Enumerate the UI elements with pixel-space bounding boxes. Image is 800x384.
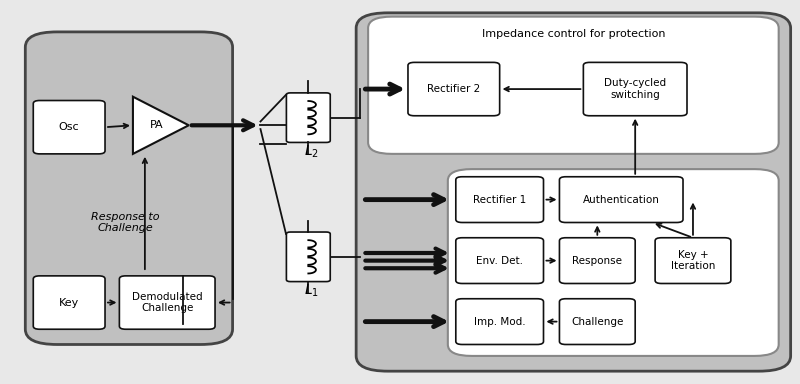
Text: Response to
Challenge: Response to Challenge xyxy=(90,212,159,233)
Text: Challenge: Challenge xyxy=(571,317,623,327)
FancyBboxPatch shape xyxy=(583,62,687,116)
FancyBboxPatch shape xyxy=(34,276,105,329)
FancyBboxPatch shape xyxy=(26,32,233,344)
Text: Osc: Osc xyxy=(59,122,79,132)
Polygon shape xyxy=(133,97,189,154)
Text: Duty-cycled
switching: Duty-cycled switching xyxy=(604,78,666,100)
FancyBboxPatch shape xyxy=(655,238,731,283)
FancyBboxPatch shape xyxy=(456,177,543,222)
Text: $L_1$: $L_1$ xyxy=(304,283,319,300)
FancyBboxPatch shape xyxy=(456,238,543,283)
Text: Rectifier 2: Rectifier 2 xyxy=(427,84,481,94)
Text: Authentication: Authentication xyxy=(582,195,660,205)
FancyBboxPatch shape xyxy=(408,62,500,116)
Text: Rectifier 1: Rectifier 1 xyxy=(473,195,526,205)
Text: Env. Det.: Env. Det. xyxy=(476,256,523,266)
FancyBboxPatch shape xyxy=(448,169,778,356)
FancyBboxPatch shape xyxy=(559,177,683,222)
FancyBboxPatch shape xyxy=(286,232,330,281)
FancyBboxPatch shape xyxy=(119,276,215,329)
Text: Key: Key xyxy=(59,298,79,308)
Text: PA: PA xyxy=(150,120,164,130)
FancyBboxPatch shape xyxy=(356,13,790,371)
FancyBboxPatch shape xyxy=(286,93,330,142)
Text: Demodulated
Challenge: Demodulated Challenge xyxy=(132,292,202,313)
FancyBboxPatch shape xyxy=(368,17,778,154)
Text: Response: Response xyxy=(572,256,622,266)
FancyBboxPatch shape xyxy=(456,299,543,344)
Text: Key +
Iteration: Key + Iteration xyxy=(670,250,715,271)
Text: $L_2$: $L_2$ xyxy=(304,144,319,160)
FancyBboxPatch shape xyxy=(559,238,635,283)
FancyBboxPatch shape xyxy=(559,299,635,344)
FancyBboxPatch shape xyxy=(34,101,105,154)
Text: Impedance control for protection: Impedance control for protection xyxy=(482,29,665,39)
Text: Imp. Mod.: Imp. Mod. xyxy=(474,317,526,327)
